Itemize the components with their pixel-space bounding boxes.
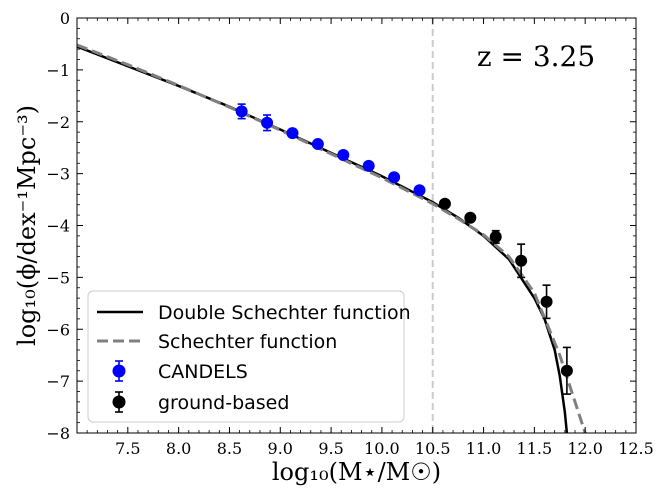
x-tick-label: 12.0: [567, 439, 603, 458]
legend-candels-marker: [112, 364, 126, 378]
candels-point: [286, 127, 299, 140]
legend-ground-based-label: ground-based: [158, 392, 289, 414]
ground-based-point: [464, 211, 477, 224]
x-tick-label: 8.5: [217, 439, 242, 458]
y-tick-label: −3: [46, 165, 70, 184]
ground-based-point: [560, 364, 573, 377]
legend: Double Schechter function Schechter funct…: [87, 290, 411, 423]
schechter-curve: [77, 43, 587, 433]
legend-double-schechter-label: Double Schechter function: [158, 302, 411, 324]
x-tick-label: 10.5: [415, 439, 451, 458]
candels-point: [388, 171, 401, 184]
axis-ticks: 7.5 8.0 8.5 9.0 9.5 10.0 10.5 11.0 11.5 12.0 12.5 0…: [46, 9, 653, 458]
x-tick-label: 8.0: [166, 439, 191, 458]
x-tick-label: 12.5: [618, 439, 654, 458]
candels-point: [311, 138, 324, 151]
candels-point: [413, 184, 426, 197]
x-tick-label: 9.0: [268, 439, 293, 458]
legend-candels-label: CANDELS: [158, 361, 248, 383]
y-tick-label: −5: [46, 268, 70, 287]
y-tick-label: −7: [46, 372, 70, 391]
candels-point: [261, 116, 274, 129]
legend-ground-based-marker: [112, 395, 126, 409]
x-axis-label: log₁₀(M⋆/M☉): [272, 458, 441, 486]
ground-based-point: [489, 230, 502, 243]
x-tick-label: 11.5: [517, 439, 553, 458]
y-tick-label: 0: [60, 9, 70, 28]
legend-schechter-label: Schechter function: [158, 331, 337, 353]
plot-area: [77, 18, 587, 433]
y-axis-label: log₁₀(ϕ/dex⁻¹Mpc⁻³): [13, 105, 41, 346]
candels-point: [362, 159, 375, 172]
y-tick-label: −4: [46, 217, 70, 236]
candels-point: [235, 105, 248, 118]
y-tick-label: −6: [46, 320, 70, 339]
y-tick-label: −2: [46, 113, 70, 132]
legend-box: [87, 290, 405, 423]
redshift-annotation: z = 3.25: [477, 40, 595, 73]
x-tick-label: 9.5: [318, 439, 343, 458]
y-tick-label: −8: [46, 424, 70, 443]
x-tick-label: 11.0: [466, 439, 502, 458]
y-tick-label: −1: [46, 61, 70, 80]
ground-based-point: [515, 254, 528, 267]
x-tick-label: 7.5: [115, 439, 140, 458]
x-tick-label: 10.0: [364, 439, 400, 458]
ground-based-point: [540, 295, 553, 308]
ground-based-point: [438, 197, 451, 210]
candels-point: [337, 148, 350, 161]
